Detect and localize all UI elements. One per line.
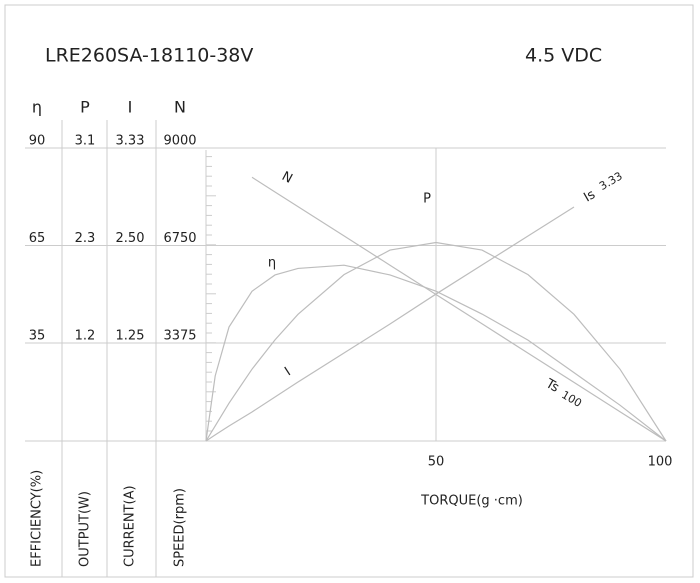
curve-label: I <box>282 365 293 380</box>
y-tick-label: 9000 <box>163 134 196 149</box>
curve <box>205 264 667 442</box>
axis-label: SPEED(rpm) <box>173 488 188 567</box>
curve-label: N <box>279 169 295 187</box>
x-axis-label: TORQUE(g ·cm) <box>420 494 523 509</box>
x-tick-label: 50 <box>428 455 445 470</box>
y-tick-label: 6750 <box>163 231 196 246</box>
axis-symbol: P <box>80 98 90 117</box>
curve <box>205 241 667 442</box>
curve <box>251 176 667 442</box>
curve-label: P <box>423 192 431 207</box>
y-tick-label: 65 <box>29 231 46 246</box>
y-tick-label: 2.3 <box>75 231 96 246</box>
x-tick-label: 100 <box>648 455 673 470</box>
y-tick-label: 3375 <box>163 329 196 344</box>
y-tick-label: 3.33 <box>116 134 145 149</box>
axis-label: CURRENT(A) <box>123 485 138 567</box>
annotation: 100 <box>559 388 584 410</box>
y-tick-label: 2.50 <box>116 231 145 246</box>
y-tick-label: 35 <box>29 329 46 344</box>
y-tick-label: 1.2 <box>75 329 96 344</box>
y-tick-label: 90 <box>29 134 46 149</box>
chart-subtitle: 4.5 VDC <box>525 45 602 67</box>
chart-title: LRE260SA-18110-38V <box>45 45 253 67</box>
axis-symbol: η <box>32 98 42 117</box>
axis-symbol: N <box>174 98 186 117</box>
annotation: Ts <box>542 376 561 396</box>
y-tick-label: 1.25 <box>116 329 145 344</box>
axis-symbol: I <box>128 98 133 117</box>
y-tick-label: 3.1 <box>75 134 96 149</box>
annotation: Is <box>581 187 598 205</box>
frame <box>4 4 694 578</box>
axis-label: EFFICIENCY(%) <box>30 470 45 567</box>
axis-label: OUTPUT(W) <box>78 491 93 567</box>
curve-label: η <box>268 256 276 271</box>
curve <box>205 206 575 442</box>
annotation: 3.33 <box>597 169 625 193</box>
